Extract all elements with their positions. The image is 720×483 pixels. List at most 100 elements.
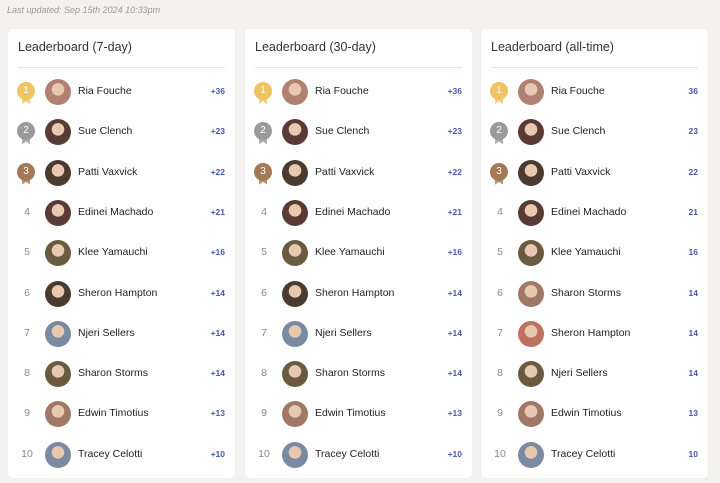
avatar [518,280,544,307]
score: 13 [688,408,698,419]
leaderboard-row[interactable]: 8 Sharon Storms +14 [8,354,235,394]
leaderboard-row[interactable]: 10 Tracey Celotti +10 [8,435,235,475]
leaderboard-row[interactable]: 9 Edwin Timotius +13 [8,394,235,434]
avatar [45,79,71,105]
rank: 7 [497,326,503,339]
avatar [282,361,308,388]
avatar [282,441,308,468]
leaderboard-row[interactable]: 5 Klee Yamauchi +16 [245,233,472,273]
avatar [282,320,308,347]
avatar [45,199,71,226]
score: +36 [210,86,225,96]
avatar [282,79,308,105]
leaderboard-row[interactable]: 4 Edinei Machado +21 [245,193,472,233]
score: 16 [688,247,698,258]
leaderboard-row[interactable]: 6 Sheron Hampton +14 [8,274,235,314]
avatar [45,119,71,146]
score: +23 [210,126,225,137]
leaderboard-row[interactable]: 6 Sheron Hampton +14 [245,274,472,314]
avatar [282,159,308,186]
leaderboard-row[interactable]: 2 Sue Clench +23 [8,112,235,152]
avatar [282,119,308,146]
user-name: Njeri Sellers [78,326,135,339]
leaderboard-row[interactable]: 3 Patti Vaxvick +22 [245,153,472,193]
score: +10 [447,448,462,459]
leaderboard-row[interactable]: 6 Sharon Storms 14 [481,274,708,314]
separator [491,67,698,68]
score: 22 [688,166,698,177]
rank: 4 [497,205,503,218]
leaderboard-row[interactable]: 8 Sharon Storms +14 [245,354,472,394]
rank: 6 [24,286,30,299]
leaderboard-row[interactable]: 3 Patti Vaxvick +22 [8,153,235,193]
user-name: Klee Yamauchi [315,246,385,259]
rank: 5 [24,246,30,259]
avatar [518,159,544,186]
leaderboard-row[interactable]: 8 Njeri Sellers 14 [481,354,708,394]
leaderboard-row[interactable]: 7 Njeri Sellers +14 [245,314,472,354]
leaderboard-row[interactable]: 1 Ria Fouche 36 [481,72,708,112]
leaderboard-row[interactable]: 4 Edinei Machado +21 [8,193,235,233]
leaderboard-row[interactable]: 5 Klee Yamauchi +16 [8,233,235,273]
leaderboard-row[interactable]: 10 Tracey Celotti +10 [245,435,472,475]
score: +14 [210,327,225,338]
leaderboard-row[interactable]: 5 Klee Yamauchi 16 [481,233,708,273]
avatar [282,199,308,226]
avatar [282,401,308,428]
rank: 7 [24,326,30,339]
score: 36 [688,86,698,96]
leaderboard-row[interactable]: 7 Sheron Hampton 14 [481,314,708,354]
user-name: Ria Fouche [551,85,605,97]
rank: 10 [21,447,33,460]
score: +16 [447,247,462,258]
rank: 8 [497,367,503,380]
user-name: Sharon Storms [78,367,149,380]
medal: 3 [254,161,274,185]
rank: 6 [497,286,503,299]
medal: 3 [17,161,37,185]
leaderboard-row[interactable]: 7 Njeri Sellers +14 [8,314,235,354]
score: 14 [688,368,698,379]
rank: 7 [261,326,267,339]
avatar [518,441,544,468]
score: +16 [210,247,225,258]
user-name: Patti Vaxvick [78,165,138,178]
medal: 1 [254,80,274,104]
rank: 9 [497,407,503,420]
last-updated: Last updated: Sep 15th 2024 10:33pm [7,5,161,15]
avatar [45,159,71,186]
leaderboard-row[interactable]: 9 Edwin Timotius 13 [481,394,708,434]
leaderboard-row[interactable]: 10 Tracey Celotti 10 [481,435,708,475]
score: +14 [447,287,462,298]
score: +10 [210,448,225,459]
rank: 10 [494,447,506,460]
rank: 6 [261,286,267,299]
user-name: Sharon Storms [315,367,386,380]
leaderboard-row[interactable]: 1 Ria Fouche +36 [245,72,472,112]
leaderboard-row[interactable]: 1 Ria Fouche +36 [8,72,235,112]
leaderboard-row[interactable]: 2 Sue Clench +23 [245,112,472,152]
avatar [45,280,71,307]
medal: 2 [17,120,37,145]
leaderboard-row[interactable]: 3 Patti Vaxvick 22 [481,153,708,193]
user-name: Sue Clench [78,125,133,138]
leaderboard-row[interactable]: 4 Edinei Machado 21 [481,193,708,233]
leaderboard-row[interactable]: 9 Edwin Timotius +13 [245,394,472,434]
user-name: Ria Fouche [315,85,369,97]
leaderboard-card: Leaderboard (all-time) 1 Ria Fouche 36 2 Sue … [481,29,708,478]
user-name: Sue Clench [551,125,606,138]
rank: 2 [490,122,508,141]
user-name: Patti Vaxvick [315,165,375,178]
leaderboard-row[interactable]: 2 Sue Clench 23 [481,112,708,152]
card-title: Leaderboard (30-day) [255,40,376,54]
avatar [45,361,71,388]
avatar [45,320,71,347]
score: +22 [447,166,462,177]
score: +23 [447,126,462,137]
avatar [518,79,544,105]
rank: 3 [490,162,508,181]
avatar [45,441,71,468]
medal: 2 [490,120,510,145]
user-name: Sheron Hampton [551,326,631,339]
